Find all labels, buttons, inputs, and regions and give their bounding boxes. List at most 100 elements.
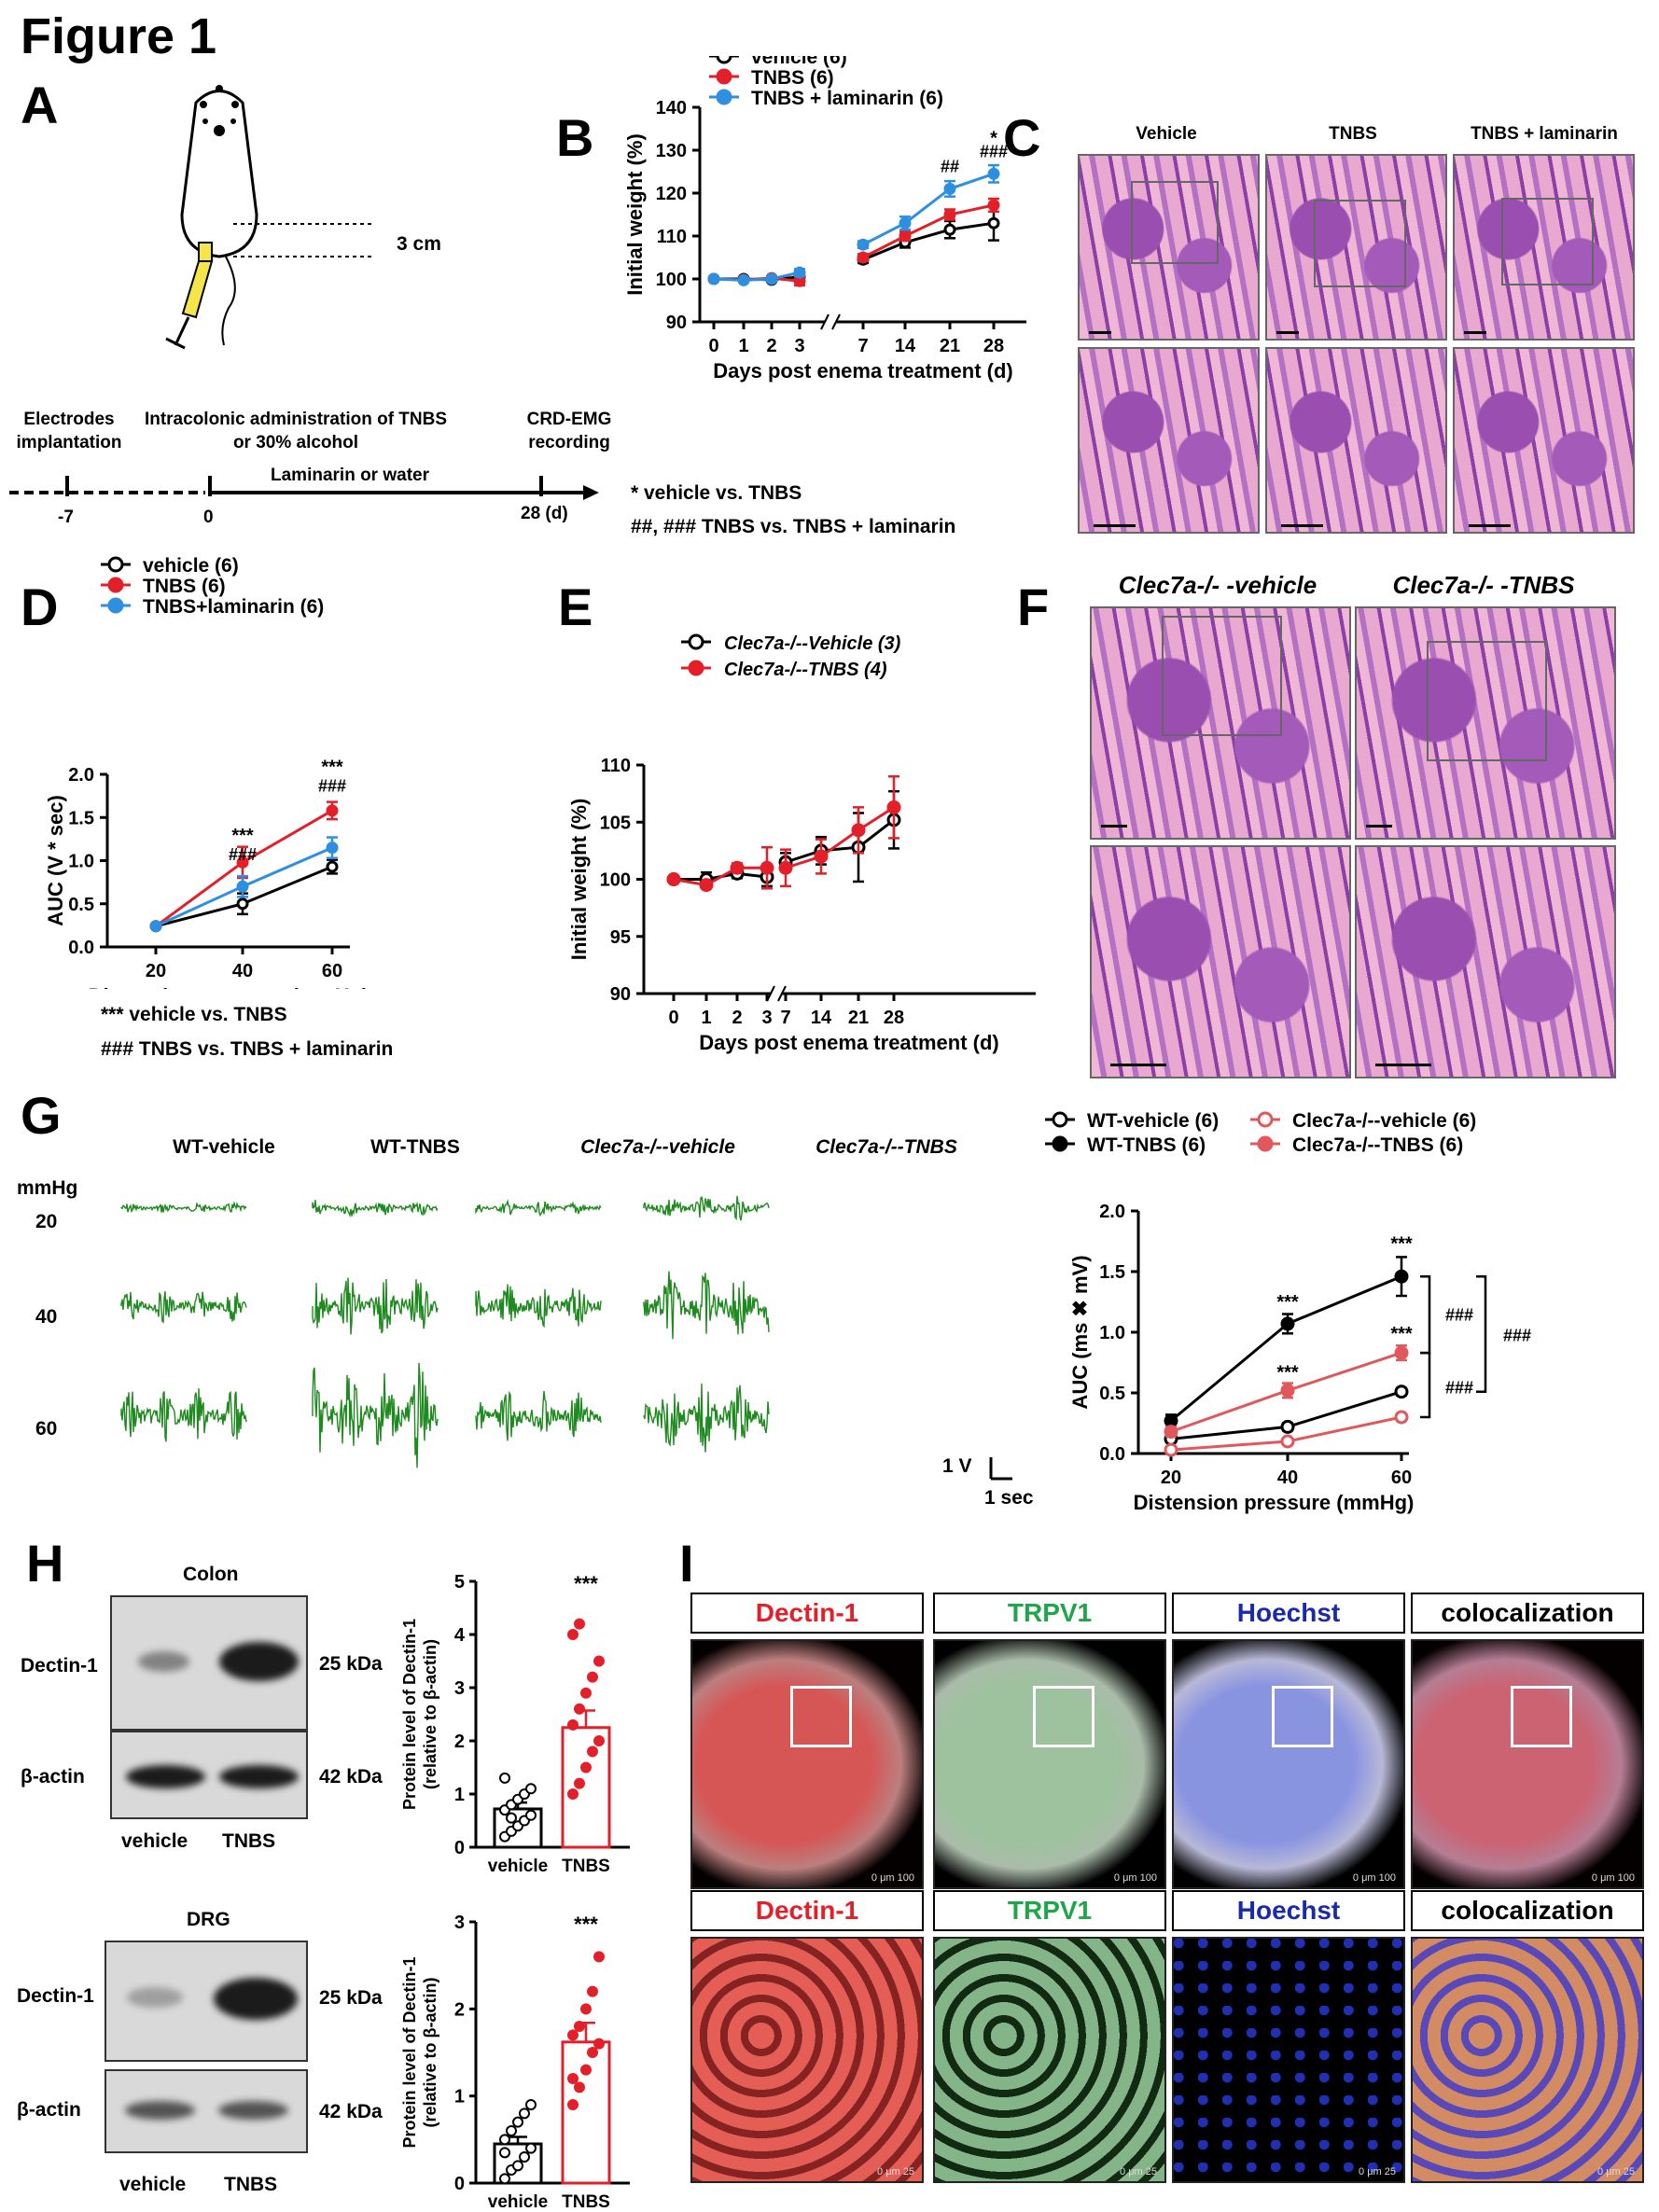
panel-c-col-vehicle: Vehicle [1136,124,1197,144]
y-tick-label: 0 [454,2174,465,2194]
plot-e: 90 95 100 105 110 0 1 2 3 7 14 21 28 Days post enema … [567,756,1036,1054]
x-tick-label: 3 [794,336,804,356]
chart-b-footnote-2: ##, ### TNBS vs. TNBS + laminarin [631,516,956,537]
data-point [519,2151,530,2163]
data-point [236,856,249,869]
x-axis-title: Days post enema treatment (d) [713,359,1013,383]
channel-header-colocalization-zoom: colocalization [1411,1890,1644,1931]
data-point [943,223,956,236]
panel-f-col-vehicle: Clec7a-/- -vehicle [1118,571,1317,599]
data-point [580,2003,592,2015]
data-point [499,2134,510,2146]
legend-marker [688,660,704,676]
data-point [851,823,866,838]
panel-g-row-60: 60 [35,1418,58,1440]
bracket-2 [1420,1351,1431,1419]
chart-d: vehicle (6)TNBS (6)TNBS+laminarin (6) 0.… [47,555,369,989]
data-point [525,2142,537,2154]
x-axis-title: Days post enema treatment (d) [699,1031,999,1054]
series-line [713,271,801,282]
y-tick-label: 1.0 [1099,1323,1125,1343]
y-tick-label: 90 [610,984,631,1005]
y-tick-label: 95 [610,927,631,948]
fluorescence-scale-label: 0 μm 100 [1591,1872,1635,1884]
data-point [857,251,870,264]
blot-drg-title: DRG [187,1909,230,1930]
plot-h-drg: 0 1 2 3 Protein level of Dectin-1 (relative t… [401,1913,630,2211]
panel-h-label: H [26,1534,64,1593]
annotation-hash: ### [980,143,1008,161]
panel-g-col-ko-tnbs: Clec7a-/--TNBS [816,1136,957,1158]
y-tick-label: 1 [454,1785,465,1805]
annotation-hash: ### [1445,1306,1473,1325]
data-point [987,167,1000,180]
y-tick-label: 1.0 [68,852,94,872]
data-point [593,2038,605,2050]
x-axis-title: Distension pressure (mmHg) [1134,1491,1415,1514]
blot-colon-dectin [110,1595,308,1731]
timeline-recording: CRD-EMG recording [526,410,612,452]
data-point [793,266,806,279]
x-tick-label: TNBS [562,2192,610,2211]
data-point [326,860,339,873]
blot-colon-actin [110,1731,308,1819]
chart-d-footnote-2: ### TNBS vs. TNBS + laminarin [101,1038,394,1060]
x-tick-label: 7 [780,1008,790,1028]
blot-drg-actin [105,2069,308,2153]
y-tick-label: 0.5 [68,895,94,915]
fluorescence-scale-label: 0 μm 25 [1359,2166,1396,2177]
data-point [512,2116,523,2128]
legend-marker [107,597,124,614]
data-point [814,849,829,864]
x-tick-label: 14 [895,336,916,356]
data-point [899,230,912,243]
inset-box [1272,1686,1333,1747]
annotation-star: *** [321,757,343,777]
data-point [943,182,956,195]
legend-marker [688,633,704,650]
data-point [1394,1384,1409,1399]
annotation-star: *** [1390,1324,1413,1344]
data-point [1280,1316,1295,1331]
data-point [765,272,778,285]
x-tick-label: 28 [884,1008,904,1028]
data-point [499,2147,510,2159]
data-point [580,1687,592,1699]
legend-label: Clec7a-/--TNBS (4) [724,660,887,680]
data-point [499,2173,510,2185]
data-point [574,1777,585,1789]
data-point [519,2108,530,2120]
data-point [525,2099,537,2110]
fluorescence-image-hoechst: 0 μm 100 [1172,1639,1405,1889]
y-tick-label: 0.5 [1099,1384,1125,1404]
emg-trace [643,1383,770,1453]
legend-b: vehicle (6)TNBS (6)TNBS + laminarin (6) [709,56,943,109]
blot-colon-dectin-label: Dectin-1 [21,1655,98,1676]
y-tick-label: 0 [454,1838,465,1858]
axis-break-right [831,313,841,330]
plot-b: 90 100 110 120 130 140 0 1 2 3 7 14 21 28 Days post en… [623,98,1026,383]
y-axis-title-line2: (relative to β-actin) [421,1977,439,2127]
y-tick-label: 3 [454,1913,465,1933]
data-point [1164,1442,1178,1457]
data-point [593,1655,605,1667]
data-point [574,2081,585,2094]
annotation-star: *** [1390,1234,1413,1255]
data-point [149,920,162,933]
blot-drg-dectin [105,1941,308,2062]
annotation-star: *** [574,1913,598,1936]
data-point [1280,1434,1295,1449]
y-axis-title: Initial weight (%) [623,133,647,296]
histology-c-tnbs-high [1265,347,1447,534]
data-point [699,878,714,893]
y-axis-title-line1: Protein level of Dectin-1 [401,1619,419,1810]
y-tick-label: 4 [454,1625,466,1646]
legend-d: vehicle (6)TNBS (6)TNBS+laminarin (6) [101,555,324,618]
x-tick-label: 14 [811,1008,832,1028]
bar [561,2040,611,2185]
channel-header-trpv1: TRPV1 [933,1593,1166,1634]
data-point [857,238,870,251]
panel-g-label: G [21,1086,62,1145]
timeline-treatment: Laminarin or water [271,466,429,485]
emg-trace [475,1199,602,1217]
